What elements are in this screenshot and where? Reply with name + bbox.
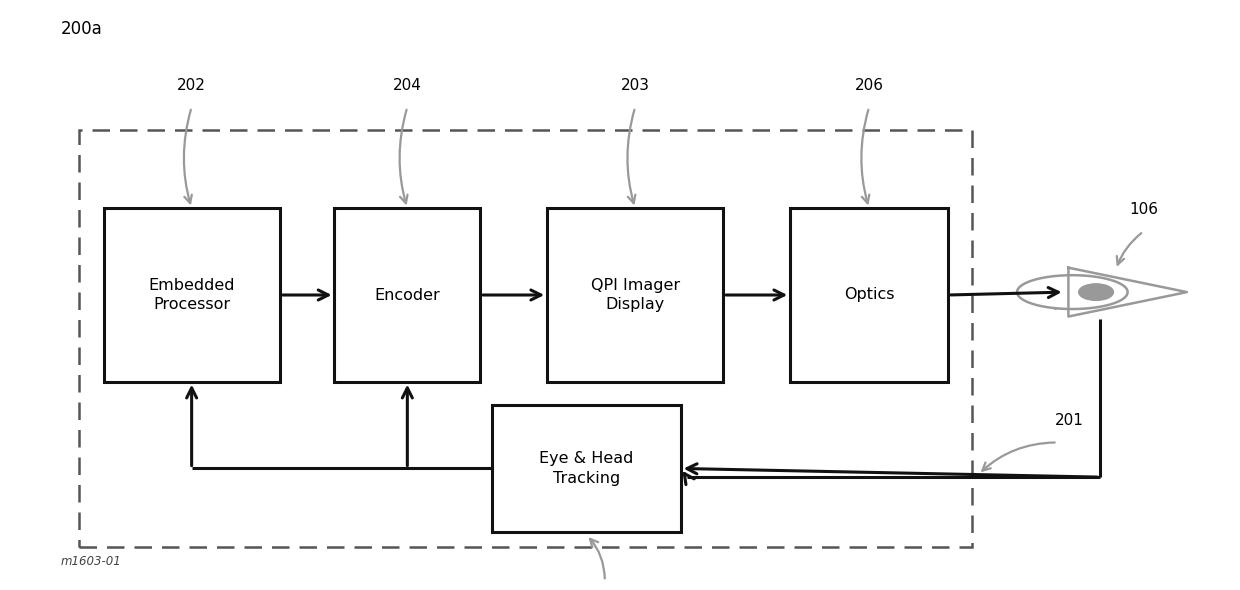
Text: m1603-01: m1603-01 — [61, 555, 122, 568]
FancyBboxPatch shape — [547, 208, 723, 382]
Text: Optics: Optics — [844, 287, 894, 303]
Text: 202: 202 — [177, 78, 206, 93]
Text: 106: 106 — [1128, 202, 1158, 217]
Text: Eye & Head
Tracking: Eye & Head Tracking — [539, 451, 634, 486]
Text: Embedded
Processor: Embedded Processor — [149, 278, 234, 312]
FancyBboxPatch shape — [492, 405, 681, 532]
Text: 204: 204 — [393, 78, 422, 93]
Polygon shape — [1017, 275, 1127, 309]
Text: 200a: 200a — [61, 21, 103, 38]
FancyBboxPatch shape — [335, 208, 480, 382]
Text: 201: 201 — [1055, 413, 1084, 428]
FancyBboxPatch shape — [103, 208, 280, 382]
FancyBboxPatch shape — [790, 208, 949, 382]
Text: QPI Imager
Display: QPI Imager Display — [590, 278, 680, 312]
Polygon shape — [1069, 268, 1187, 317]
Text: Encoder: Encoder — [374, 287, 440, 303]
Circle shape — [1079, 284, 1114, 300]
Text: 203: 203 — [621, 78, 650, 93]
Text: 206: 206 — [854, 78, 884, 93]
